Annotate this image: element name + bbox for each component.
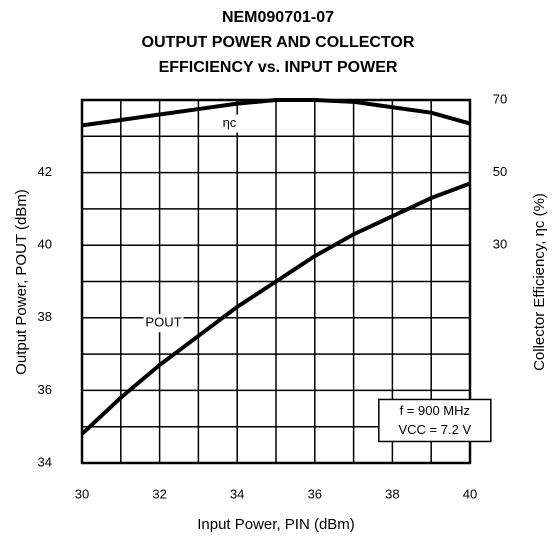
annotation-box <box>378 398 492 443</box>
series-label: POUT <box>145 315 181 330</box>
y-tick-label: 38 <box>38 309 52 324</box>
label-bg <box>209 114 250 133</box>
y-tick-label: 40 <box>38 237 52 252</box>
annotation: VCC = 7.2 V <box>399 422 472 437</box>
y-axis-label: Output Power, POUT (dBm) <box>13 189 30 375</box>
x-tick-label: 40 <box>463 486 477 501</box>
y2-tick-label: 50 <box>493 164 507 179</box>
chart-title: OUTPUT POWER AND COLLECTOR <box>142 34 415 51</box>
chart-title: NEM090701-07 <box>222 9 334 26</box>
y2-axis-label: Collector Efficiency, ηc (%) <box>531 193 548 371</box>
x-tick-label: 30 <box>75 486 89 501</box>
x-tick-label: 34 <box>230 486 244 501</box>
x-tick-label: 32 <box>152 486 166 501</box>
y2-tick-label: 70 <box>493 91 507 106</box>
y-tick-label: 34 <box>38 454 52 469</box>
chart-title: EFFICIENCY vs. INPUT POWER <box>159 59 398 76</box>
series-line <box>81 98 471 128</box>
x-tick-label: 36 <box>308 486 322 501</box>
series-label: ηc <box>223 115 237 130</box>
annotation: f = 900 MHz <box>400 403 470 418</box>
y-tick-label: 36 <box>38 382 52 397</box>
series-line <box>80 181 471 436</box>
x-tick-label: 38 <box>385 486 399 501</box>
label-bg <box>143 314 184 333</box>
y2-tick-label: 30 <box>493 237 507 252</box>
y-tick-label: 42 <box>38 164 52 179</box>
x-axis-label: Input Power, PIN (dBm) <box>197 516 355 533</box>
